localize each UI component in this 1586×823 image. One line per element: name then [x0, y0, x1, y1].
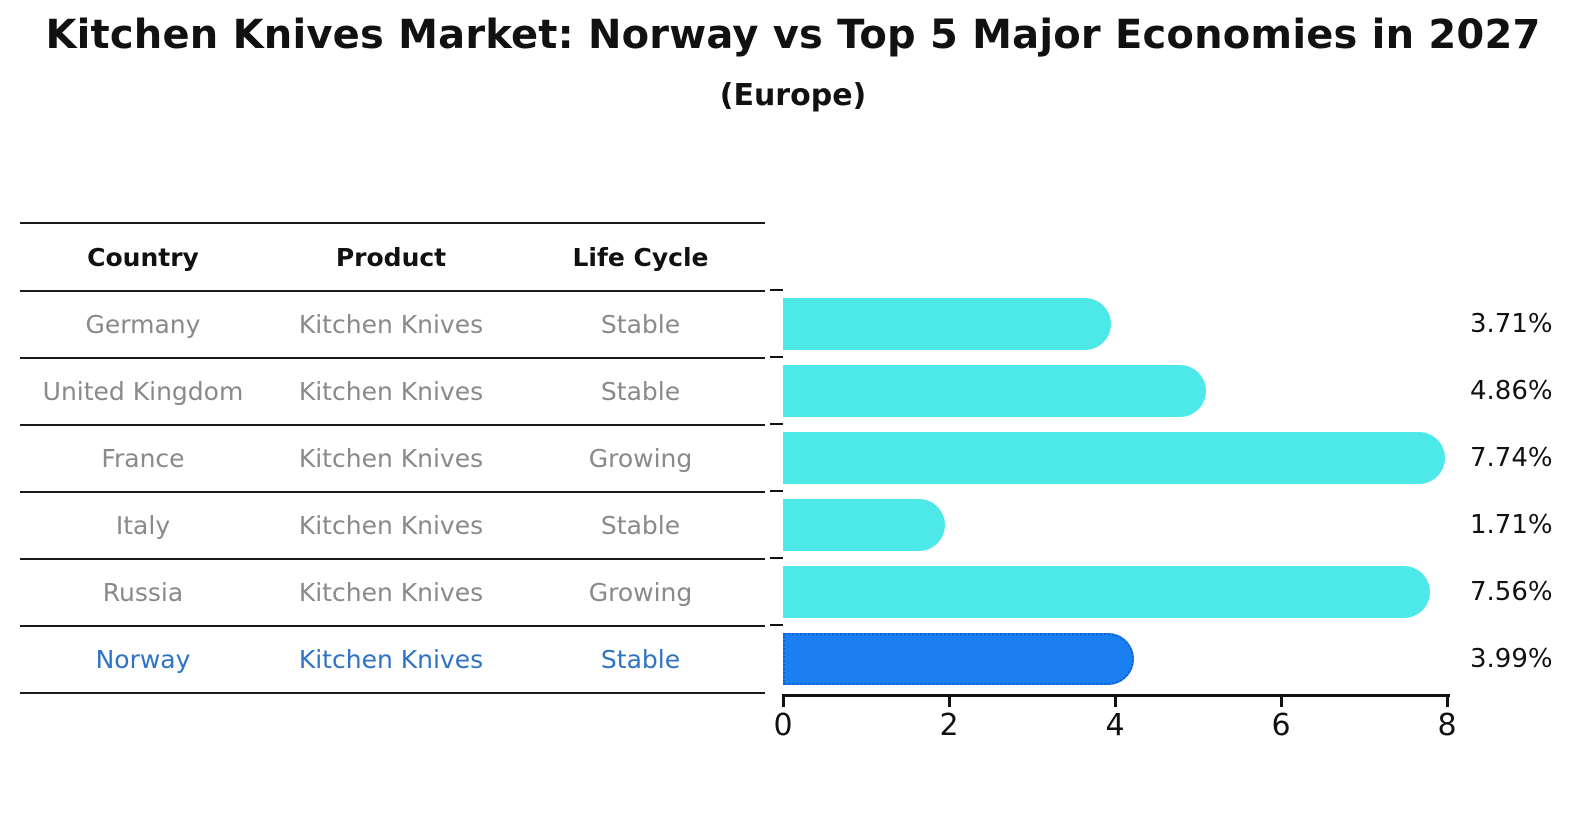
- cell-lifecycle: Growing: [588, 444, 693, 473]
- cell-lifecycle: Growing: [588, 578, 693, 607]
- x-axis-tick-label-0: 0: [773, 708, 793, 743]
- cell-country: France: [101, 444, 185, 473]
- column-header-lifecycle: Life Cycle: [572, 242, 709, 272]
- cell-country: Russia: [102, 578, 184, 607]
- cell-country: United Kingdom: [42, 377, 244, 406]
- table-row-russia: Russia Kitchen Knives Growing: [20, 560, 765, 627]
- cell-product: Kitchen Knives: [298, 645, 484, 674]
- value-label-germany: 3.71%: [1470, 308, 1553, 339]
- cell-country: Norway: [95, 645, 191, 674]
- y-axis-tick: [770, 490, 783, 492]
- x-axis-tick-label-2: 2: [939, 708, 959, 743]
- y-axis-tick: [770, 289, 783, 291]
- table-row-norway: Norway Kitchen Knives Stable: [20, 627, 765, 694]
- value-label-norway: 3.99%: [1470, 643, 1553, 674]
- y-axis-tick: [770, 423, 783, 425]
- x-axis-tick-2: [947, 694, 951, 707]
- column-header-product: Product: [335, 242, 447, 272]
- x-axis-tick-0: [781, 694, 785, 707]
- table-header-row: Country Product Life Cycle: [20, 224, 765, 292]
- chart-subtitle: (Europe): [719, 78, 867, 113]
- cell-product: Kitchen Knives: [298, 444, 484, 473]
- bar-russia: [783, 565, 1431, 618]
- cell-lifecycle: Stable: [600, 645, 681, 674]
- table-row-italy: Italy Kitchen Knives Stable: [20, 493, 765, 560]
- value-label-italy: 1.71%: [1470, 509, 1553, 540]
- x-axis-tick-6: [1279, 694, 1283, 707]
- table-body: Germany Kitchen Knives Stable United Kingdo…: [20, 292, 765, 694]
- x-axis-tick-label-8: 8: [1437, 708, 1457, 743]
- bar-germany: [783, 297, 1111, 350]
- cell-country: Germany: [85, 310, 201, 339]
- table-row-france: France Kitchen Knives Growing: [20, 426, 765, 493]
- bar-italy: [783, 498, 945, 551]
- y-axis-tick: [770, 557, 783, 559]
- x-axis-tick-4: [1113, 694, 1117, 707]
- cell-product: Kitchen Knives: [298, 310, 484, 339]
- bar-norway: [783, 632, 1135, 685]
- cell-lifecycle: Stable: [600, 377, 681, 406]
- data-table: Country Product Life Cycle Germany Kitche…: [20, 222, 765, 694]
- x-axis-line: [783, 694, 1450, 697]
- cell-product: Kitchen Knives: [298, 377, 484, 406]
- value-label-united-kingdom: 4.86%: [1470, 375, 1553, 406]
- value-label-russia: 7.56%: [1470, 576, 1553, 607]
- cell-lifecycle: Stable: [600, 511, 681, 540]
- cell-product: Kitchen Knives: [298, 578, 484, 607]
- column-header-country: Country: [87, 242, 199, 272]
- x-axis-tick-8: [1445, 694, 1449, 707]
- x-axis-tick-label-6: 6: [1271, 708, 1291, 743]
- table-row-germany: Germany Kitchen Knives Stable: [20, 292, 765, 359]
- cell-lifecycle: Stable: [600, 310, 681, 339]
- y-axis-tick: [770, 624, 783, 626]
- y-axis-tick: [770, 356, 783, 358]
- bar-france: [783, 431, 1446, 484]
- cell-country: Italy: [115, 511, 171, 540]
- cell-product: Kitchen Knives: [298, 511, 484, 540]
- x-axis-tick-label-4: 4: [1105, 708, 1125, 743]
- bar-united-kingdom: [783, 364, 1207, 417]
- chart-title: Kitchen Knives Market: Norway vs Top 5 M…: [45, 12, 1541, 58]
- value-label-france: 7.74%: [1470, 442, 1553, 473]
- table-row-united-kingdom: United Kingdom Kitchen Knives Stable: [20, 359, 765, 426]
